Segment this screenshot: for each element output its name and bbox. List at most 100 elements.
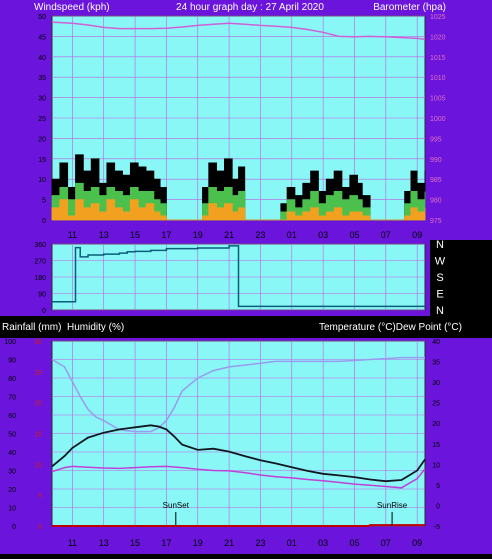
temperature-line	[51, 424, 426, 483]
wind-x-tick-label: 01	[287, 230, 297, 240]
direction-y-tick-label: 0	[42, 308, 46, 315]
wind-x-tick-label: 19	[193, 230, 203, 240]
wind-x-tick-label: 05	[349, 230, 359, 240]
wind-y-tick-label: 50	[38, 14, 46, 21]
compass-label: N	[436, 239, 444, 251]
wind-x-tick-label: 07	[381, 230, 391, 240]
wind-y-tick-label: 10	[38, 177, 46, 184]
temp-x-tick-label: 15	[130, 538, 140, 548]
rain-tick-label: 25	[34, 370, 42, 377]
sunrise-label: SunRise	[377, 501, 408, 510]
temperature-tick-label: 10	[432, 462, 440, 469]
temp-x-tick-label: 17	[161, 538, 171, 548]
barometer-tick-label: 1025	[430, 14, 446, 21]
direction-y-tick-label: 360	[34, 242, 46, 249]
barometer-tick-label: 980	[430, 198, 442, 205]
wind-x-tick-label: 03	[318, 230, 328, 240]
dew-line	[51, 465, 426, 489]
wind-y-tick-label: 20	[38, 136, 46, 143]
humidity-tick-label: 80	[8, 376, 16, 383]
axis-ticks: 0510152025303540455097598098599099510001…	[4, 14, 445, 548]
temperature-tick-label: 20	[432, 421, 440, 428]
humidity-tick-label: 10	[8, 506, 16, 513]
compass-label: E	[436, 289, 443, 301]
humidity-tick-label: 60	[8, 413, 16, 420]
wind-x-tick-label: 09	[412, 230, 422, 240]
wind-y-tick-label: 30	[38, 96, 46, 103]
temperature-tick-label: 40	[432, 339, 440, 346]
temp-x-tick-label: 01	[287, 538, 297, 548]
barometer-tick-label: 975	[430, 218, 442, 225]
humidity-tick-label: 90	[8, 358, 16, 365]
wind-x-tick-label: 21	[224, 230, 234, 240]
barometer-tick-label: 1020	[430, 34, 446, 41]
wind-center-title: 24 hour graph day : 27 April 2020	[176, 2, 324, 13]
compass-label: W	[435, 256, 446, 268]
humidity-line	[51, 356, 425, 433]
rain-tick-label: 15	[34, 432, 42, 439]
temp-x-tick-label: 05	[349, 538, 359, 548]
humidity-tick-label: 0	[12, 524, 16, 531]
wind-y-tick-label: 35	[38, 75, 46, 82]
rain-tick-label: 0	[38, 524, 42, 531]
sunset-label: SunSet	[163, 501, 190, 510]
wind-right-title: Barometer (hpa)	[373, 2, 446, 13]
temp-x-tick-label: 11	[68, 538, 77, 548]
temp-x-tick-label: 03	[318, 538, 328, 548]
barometer-tick-label: 995	[430, 136, 442, 143]
wind-y-tick-label: 40	[38, 55, 46, 62]
temp-x-tick-label: 21	[224, 538, 234, 548]
wind-y-tick-label: 0	[42, 218, 46, 225]
temp-x-tick-label: 13	[99, 538, 109, 548]
humidity-tick-label: 50	[8, 432, 16, 439]
wind-direction-line	[52, 245, 425, 308]
compass-label: S	[436, 272, 443, 284]
temp-x-tick-label: 09	[412, 538, 422, 548]
barometer-tick-label: 990	[430, 157, 442, 164]
temp-x-tick-label: 07	[381, 538, 391, 548]
humidity-tick-label: 100	[4, 339, 16, 346]
wind-y-tick-label: 5	[42, 198, 46, 205]
rain-tick-label: 5	[38, 493, 42, 500]
temperature-tick-label: 0	[436, 503, 440, 510]
rain-tick-label: 10	[34, 462, 42, 469]
temperature-tick-label: 15	[432, 442, 440, 449]
wind-y-tick-label: 25	[38, 116, 46, 123]
direction-y-tick-label: 270	[34, 259, 46, 266]
humidity-tick-label: 20	[8, 487, 16, 494]
humidity-tick-label: 70	[8, 395, 16, 402]
humidity-tick-label: 30	[8, 469, 16, 476]
chart-series	[51, 21, 426, 527]
barometer-tick-label: 1005	[430, 96, 446, 103]
wind-y-tick-label: 45	[38, 34, 46, 41]
barometer-tick-label: 1000	[430, 116, 446, 123]
wind-x-tick-label: 23	[255, 230, 265, 240]
barometer-line	[51, 21, 426, 41]
direction-y-tick-label: 180	[34, 275, 46, 282]
wind-x-tick-label: 13	[99, 230, 109, 240]
barometer-tick-label: 1010	[430, 75, 446, 82]
temperature-tick-label: 25	[432, 401, 440, 408]
temperature-tick-label: 30	[432, 380, 440, 387]
wind-left-title: Windspeed (kph)	[34, 2, 110, 13]
wind-x-tick-label: 17	[161, 230, 171, 240]
wind-y-tick-label: 15	[38, 157, 46, 164]
direction-y-tick-label: 90	[38, 292, 46, 299]
barometer-tick-label: 985	[430, 177, 442, 184]
temp-left-title: Rainfall (mm) Humidity (%)	[2, 322, 124, 333]
temperature-tick-label: -5	[434, 524, 440, 531]
temp-x-tick-label: 19	[193, 538, 203, 548]
wind-x-tick-label: 15	[130, 230, 140, 240]
wind-x-tick-label: 11	[68, 230, 77, 240]
temperature-tick-label: 35	[432, 360, 440, 367]
temperature-tick-label: 5	[436, 483, 440, 490]
rain-tick-label: 30	[34, 339, 42, 346]
wind-speed-area	[51, 199, 426, 221]
temp-x-tick-label: 23	[255, 538, 265, 548]
compass-label: N	[436, 305, 444, 317]
humidity-tick-label: 40	[8, 450, 16, 457]
rain-tick-label: 20	[34, 401, 42, 408]
rainfall-line	[52, 524, 425, 527]
